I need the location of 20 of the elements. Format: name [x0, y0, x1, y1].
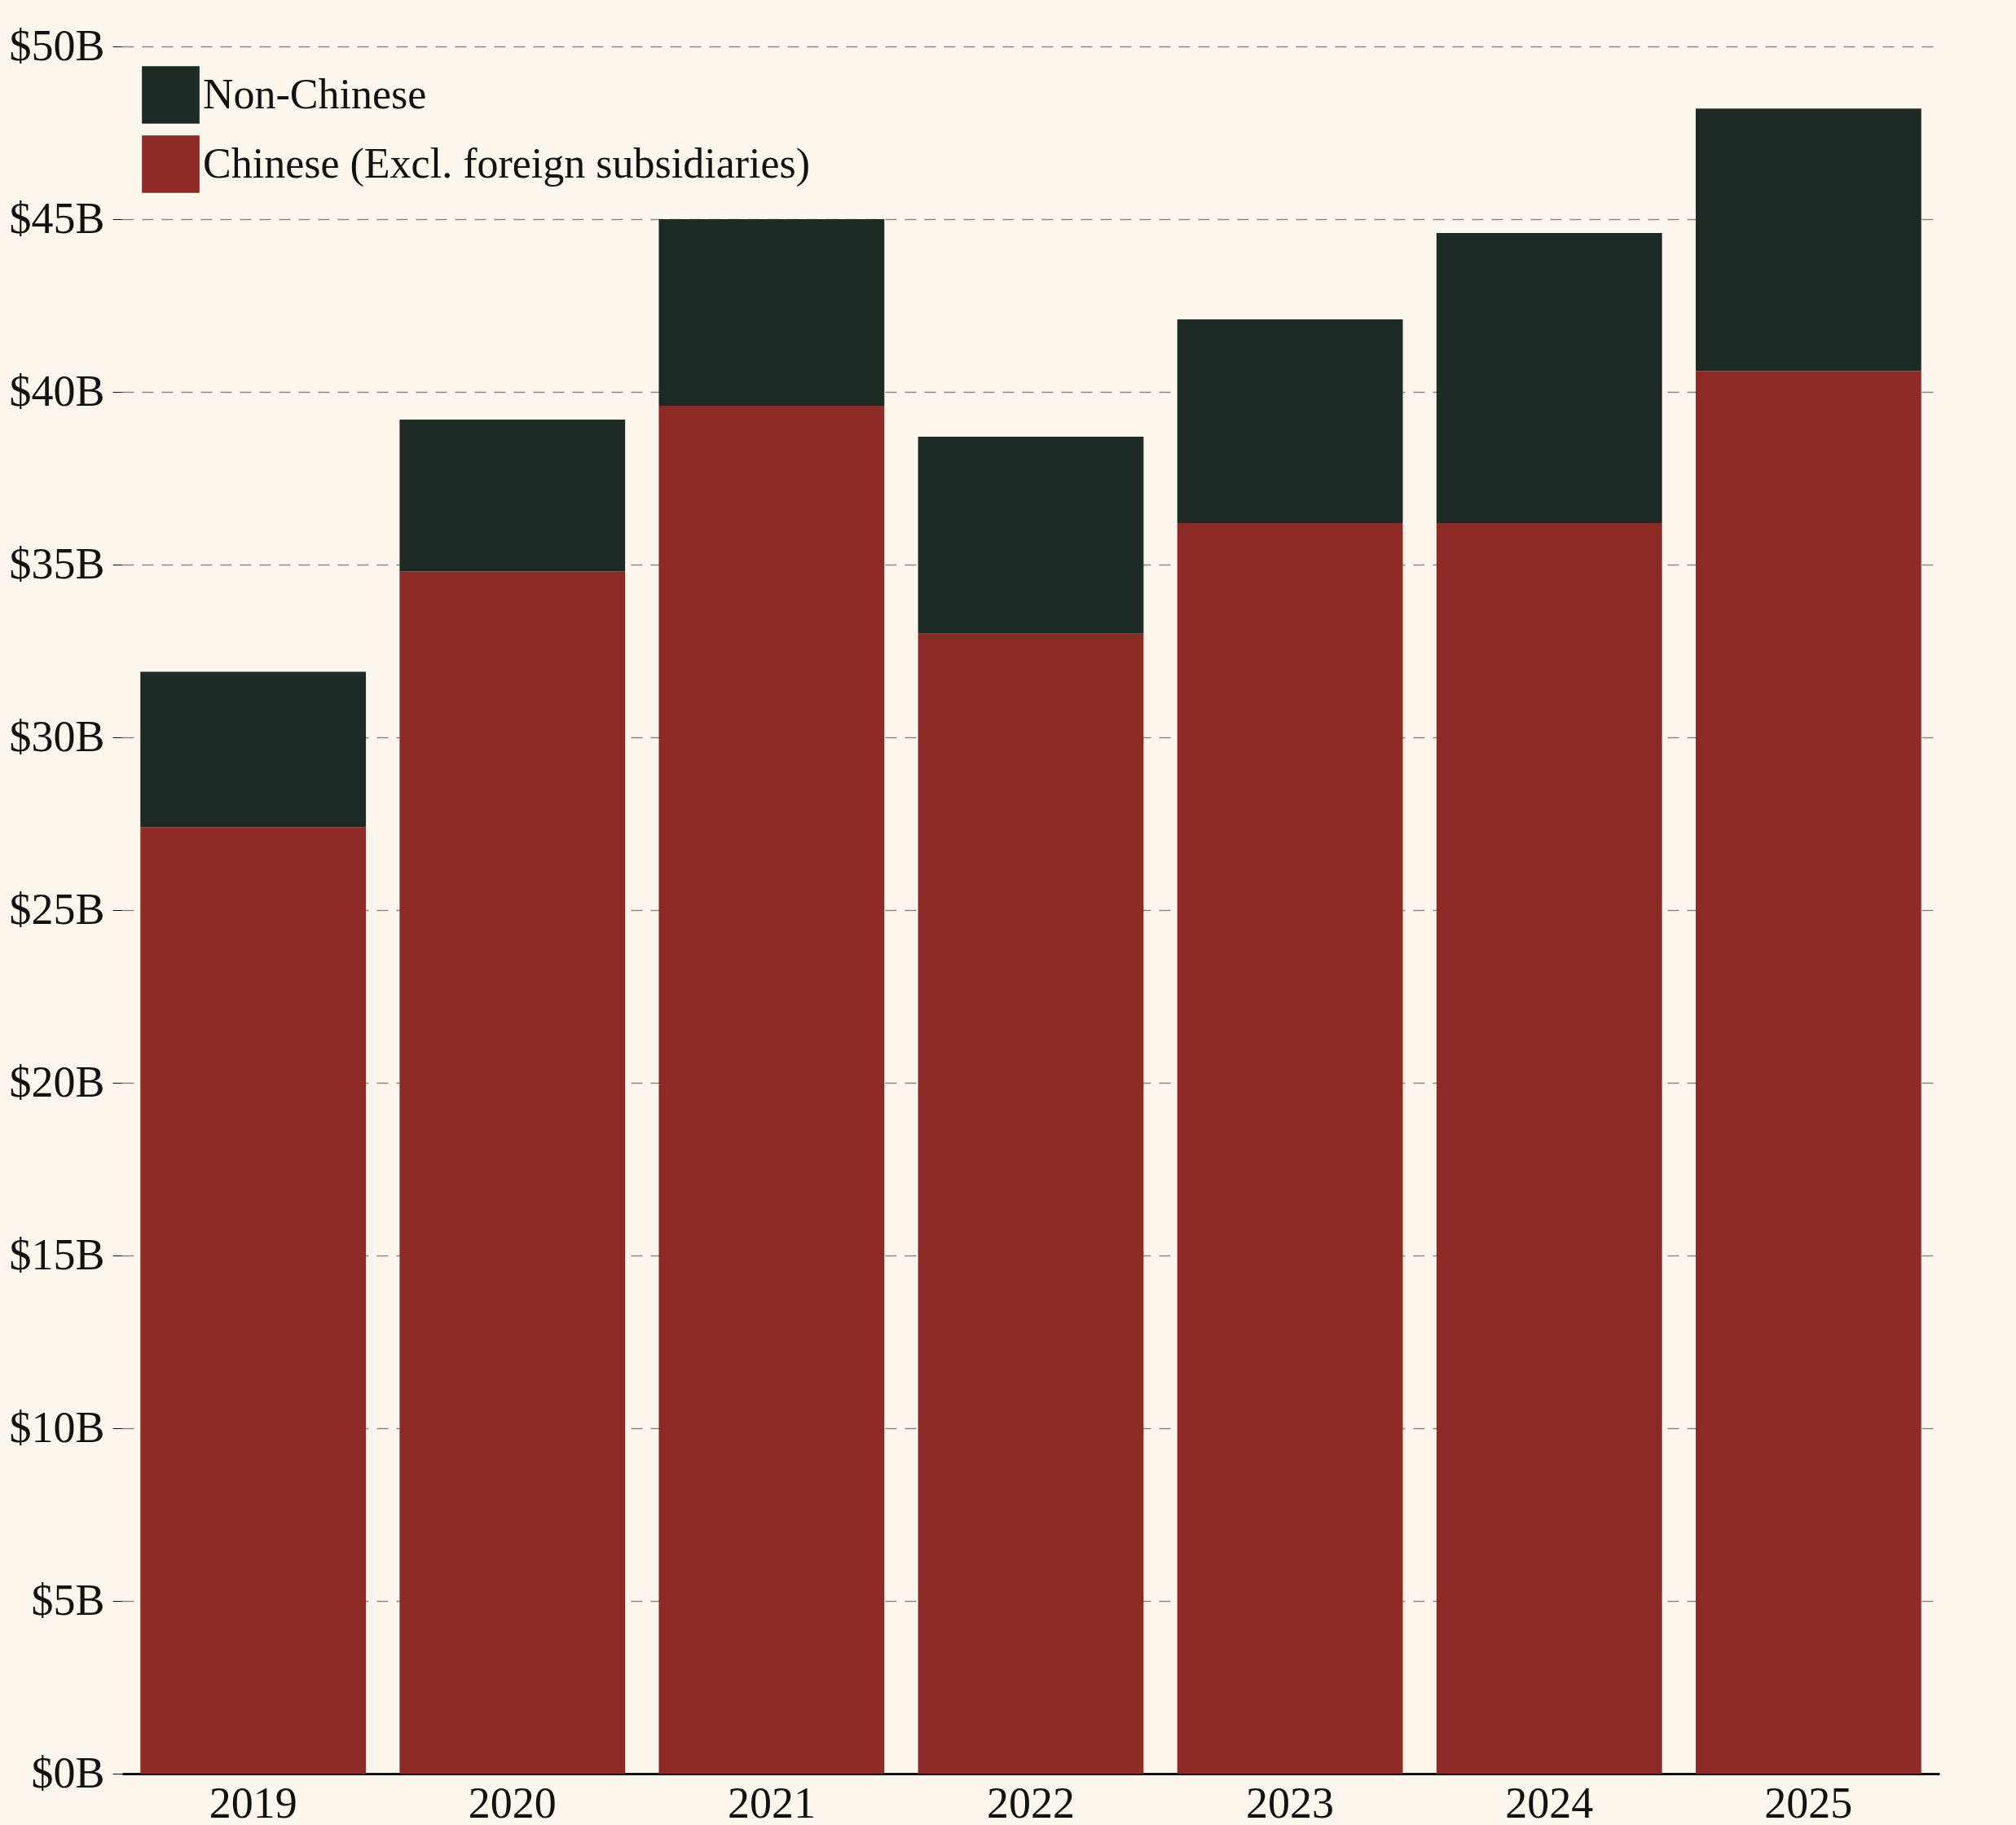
x-tick-label: 2025: [1764, 1778, 1853, 1825]
legend-label: Non-Chinese: [203, 70, 427, 117]
x-tick-label: 2021: [727, 1778, 816, 1825]
legend-label: Chinese (Excl. foreign subsidiaries): [203, 139, 811, 187]
y-tick-label: $15B: [9, 1229, 105, 1279]
x-tick-label: 2023: [1246, 1778, 1335, 1825]
y-tick-label: $5B: [31, 1575, 105, 1625]
y-tick-label: $20B: [9, 1057, 105, 1106]
x-tick-label: 2022: [987, 1778, 1075, 1825]
y-tick-label: $0B: [31, 1748, 105, 1797]
x-tick-label: 2020: [468, 1778, 557, 1825]
y-tick-label: $45B: [9, 193, 105, 243]
y-tick-label: $50B: [9, 20, 105, 70]
y-tick-label: $35B: [9, 539, 105, 588]
y-tick-label: $10B: [9, 1402, 105, 1452]
y-tick-label: $40B: [9, 366, 105, 416]
x-tick-label: 2024: [1505, 1778, 1594, 1825]
x-tick-label: 2019: [209, 1778, 297, 1825]
y-tick-label: $30B: [9, 711, 105, 761]
y-tick-label: $25B: [9, 884, 105, 934]
